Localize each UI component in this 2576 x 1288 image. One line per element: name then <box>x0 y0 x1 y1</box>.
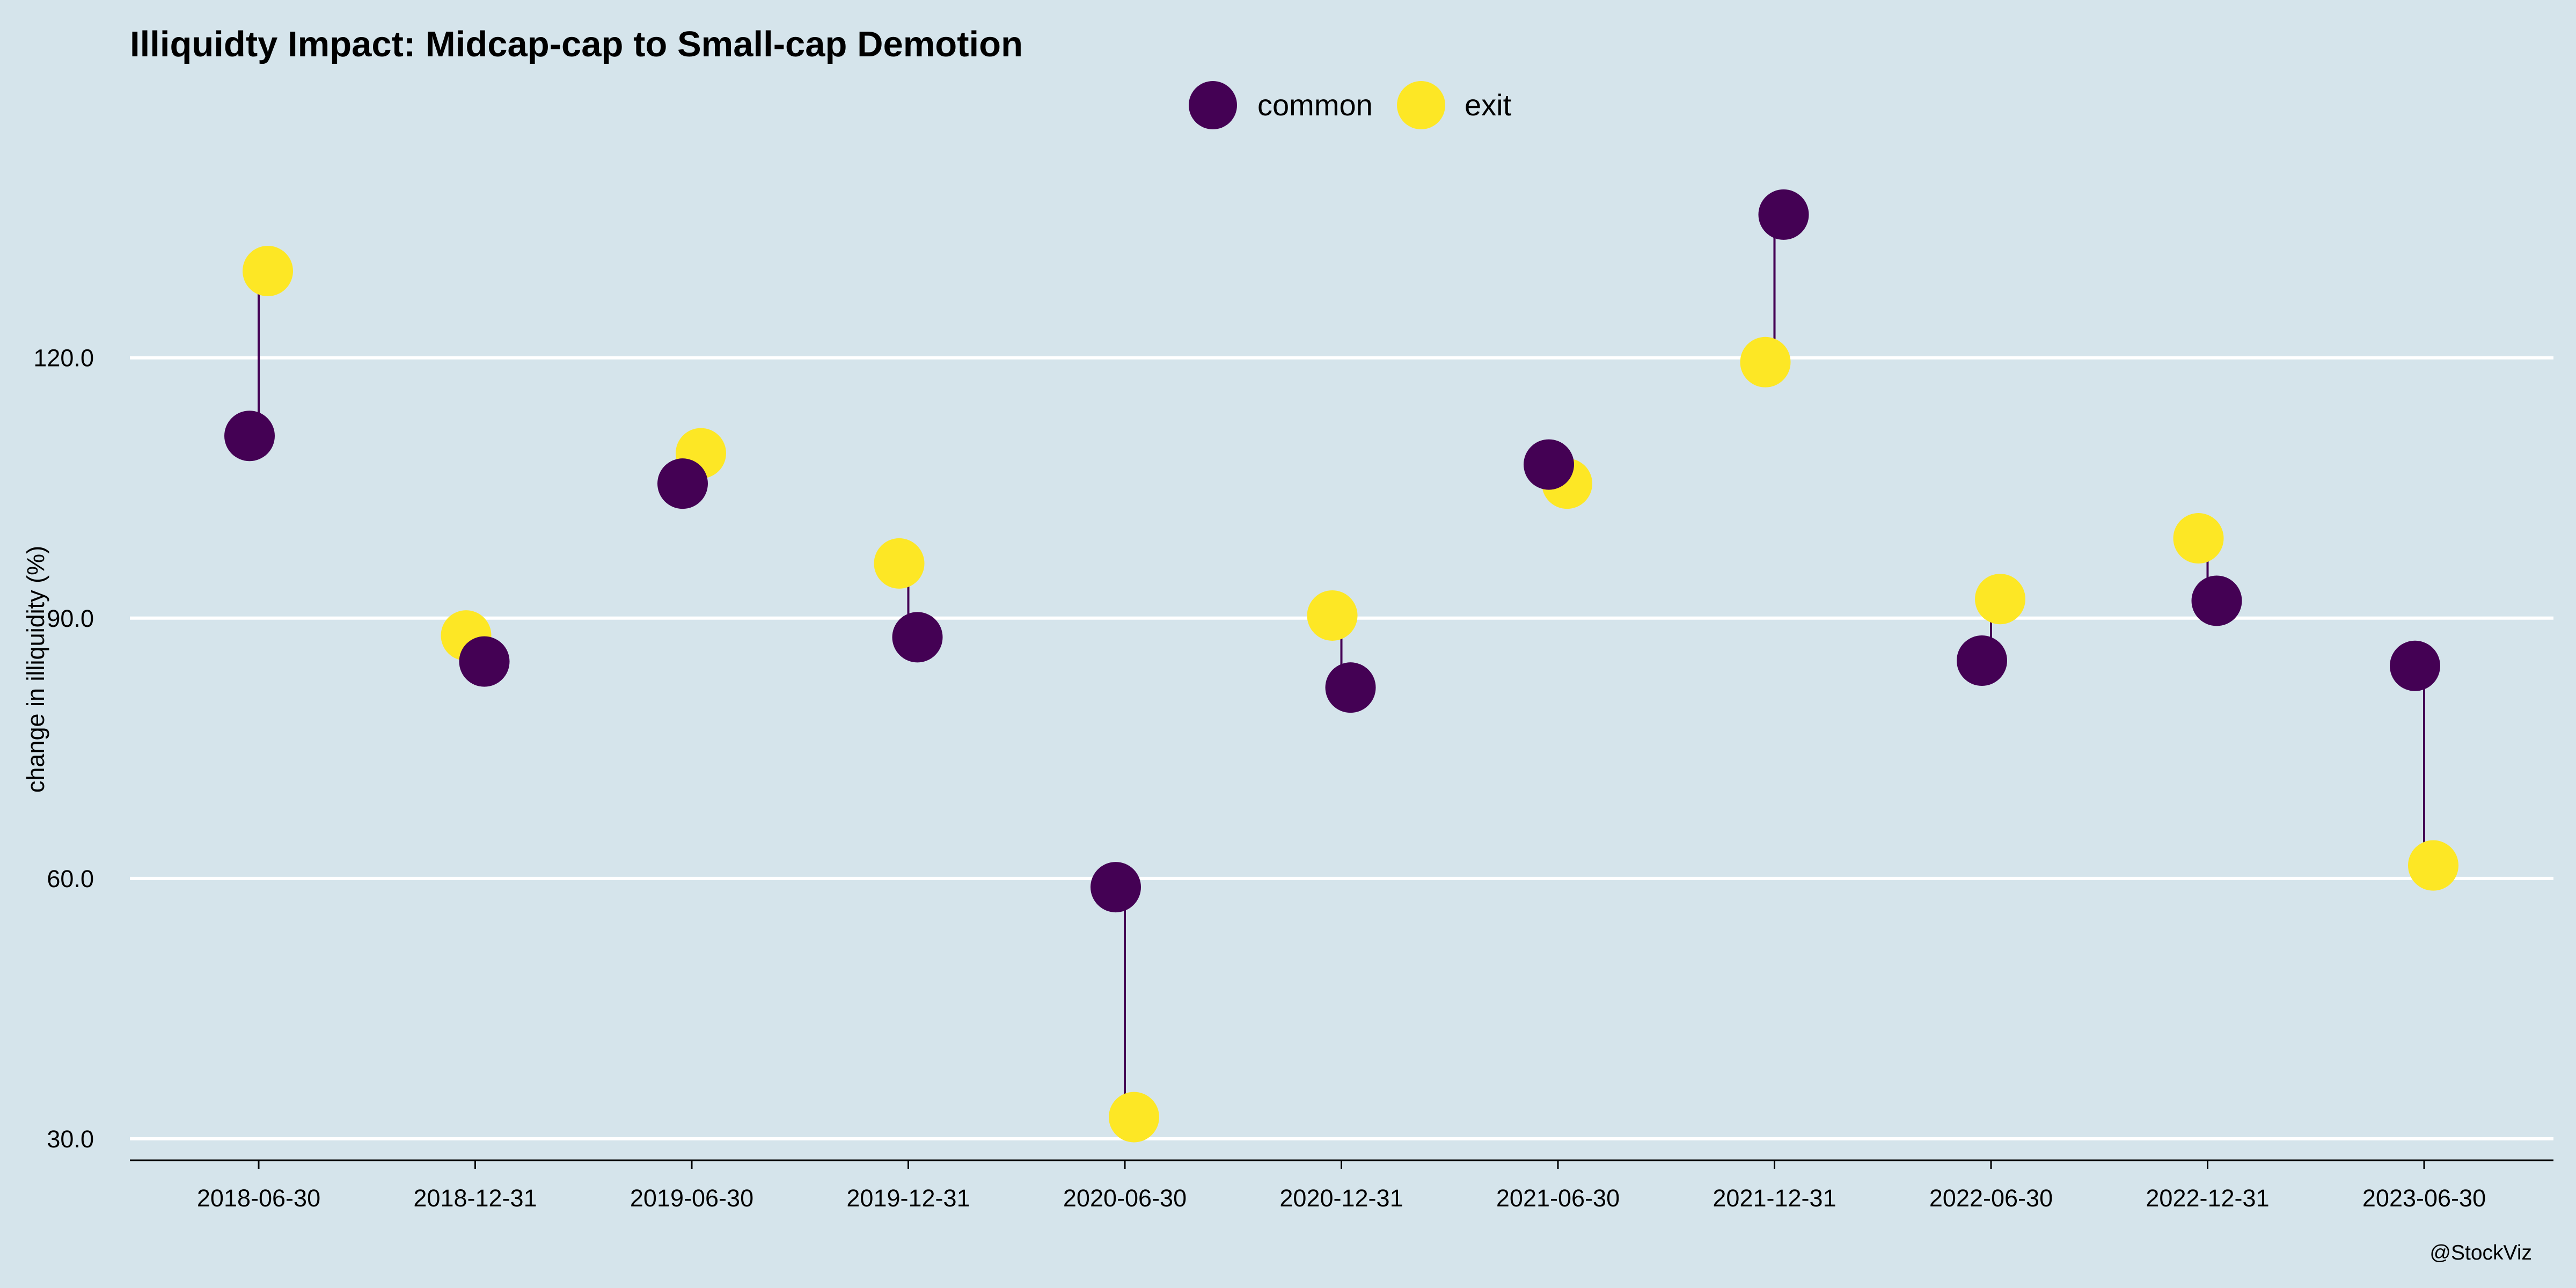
x-tick-label: 2023-06-30 <box>2362 1184 2486 1212</box>
point-exit-2020-06-30 <box>1109 1092 1159 1143</box>
legend-label-exit: exit <box>1465 88 1512 122</box>
point-common-2018-06-30 <box>224 411 275 462</box>
y-tick-label: 30.0 <box>47 1125 94 1153</box>
point-common-2023-06-30 <box>2390 640 2440 691</box>
point-common-2019-06-30 <box>657 458 708 509</box>
point-exit-2022-12-31 <box>2173 513 2224 564</box>
y-tick-label: 60.0 <box>47 865 94 892</box>
x-tick-label: 2021-12-31 <box>1713 1184 1836 1212</box>
y-tick-labels: 30.0 60.0 90.0 120.0 <box>33 345 94 1153</box>
point-common-2020-12-31 <box>1325 662 1376 713</box>
chart-caption: @StockViz <box>2429 1241 2532 1264</box>
x-tick-label: 2022-06-30 <box>1929 1184 2053 1212</box>
x-ticks: 2018-06-30 2018-12-31 2019-06-30 2019-12-31… <box>197 1160 2486 1212</box>
chart-title: Illiquidty Impact: Midcap-cap to Small-c… <box>130 24 1023 64</box>
data-points <box>224 189 2458 1143</box>
point-common-2019-12-31 <box>892 612 943 663</box>
point-common-2021-12-31 <box>1758 189 1809 240</box>
x-tick-label: 2020-12-31 <box>1279 1184 1403 1212</box>
legend-key-common <box>1189 81 1237 129</box>
x-tick-label: 2019-06-30 <box>630 1184 753 1212</box>
point-exit-2020-12-31 <box>1307 590 1358 641</box>
point-common-2018-12-31 <box>459 636 510 687</box>
x-tick-label: 2018-06-30 <box>197 1184 320 1212</box>
x-tick-label: 2021-06-30 <box>1496 1184 1620 1212</box>
y-axis-label: change in illiquidity (%) <box>22 546 49 793</box>
point-common-2020-06-30 <box>1091 862 1141 913</box>
point-exit-2023-06-30 <box>2408 840 2458 891</box>
point-exit-2021-12-31 <box>1740 336 1791 387</box>
legend-label-common: common <box>1257 88 1373 122</box>
x-tick-label: 2022-12-31 <box>2146 1184 2269 1212</box>
x-tick-label: 2020-06-30 <box>1063 1184 1187 1212</box>
legend-key-exit <box>1397 81 1445 129</box>
y-tick-label: 120.0 <box>33 345 94 372</box>
point-common-2021-06-30 <box>1524 439 1574 490</box>
legend: common exit <box>1189 81 1512 129</box>
y-tick-label: 90.0 <box>47 605 94 632</box>
point-common-2022-06-30 <box>1957 635 2007 686</box>
point-exit-2019-12-31 <box>874 538 925 589</box>
point-common-2022-12-31 <box>2191 575 2242 626</box>
point-exit-2018-06-30 <box>243 246 293 296</box>
x-tick-label: 2019-12-31 <box>846 1184 970 1212</box>
x-tick-label: 2018-12-31 <box>413 1184 537 1212</box>
point-exit-2022-06-30 <box>1975 574 2025 625</box>
